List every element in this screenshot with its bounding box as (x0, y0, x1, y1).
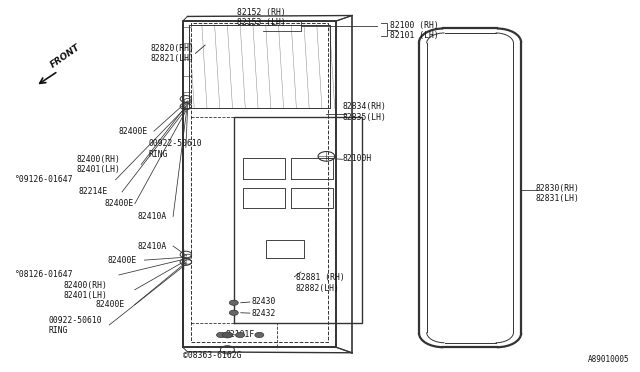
Text: 82100H: 82100H (342, 154, 372, 163)
Text: 82430: 82430 (251, 297, 275, 306)
Text: 82400(RH)
82401(LH): 82400(RH) 82401(LH) (63, 281, 107, 300)
Text: 00922-50610
RING: 00922-50610 RING (149, 139, 202, 158)
Text: 82100 (RH)
82101 (LH): 82100 (RH) 82101 (LH) (390, 20, 439, 40)
Text: 82830(RH)
82831(LH): 82830(RH) 82831(LH) (536, 184, 580, 203)
Circle shape (222, 332, 232, 338)
Text: ©08363-6162G: ©08363-6162G (182, 351, 241, 360)
Circle shape (229, 310, 238, 315)
Text: °09126-01647: °09126-01647 (15, 175, 73, 184)
Text: 82820(RH)
82821(LH): 82820(RH) 82821(LH) (151, 44, 195, 63)
Circle shape (229, 300, 238, 305)
Text: 82410A: 82410A (138, 241, 167, 250)
Text: 82410A: 82410A (138, 212, 167, 221)
Circle shape (216, 333, 225, 337)
Text: 82214E: 82214E (79, 187, 108, 196)
Circle shape (255, 333, 264, 337)
Text: 82834(RH)
82835(LH): 82834(RH) 82835(LH) (342, 102, 386, 122)
Circle shape (236, 333, 244, 337)
Text: °08126-01647: °08126-01647 (15, 270, 73, 279)
Text: 00922-50610
RING: 00922-50610 RING (49, 316, 102, 335)
Text: 82400E: 82400E (108, 256, 137, 264)
Text: 82432: 82432 (251, 309, 275, 318)
Text: 82400E: 82400E (119, 126, 148, 136)
Text: 82400(RH)
82401(LH): 82400(RH) 82401(LH) (76, 155, 120, 174)
Text: 82101F: 82101F (225, 330, 255, 340)
Text: A89010005: A89010005 (588, 355, 630, 364)
Text: 82400E: 82400E (95, 300, 124, 309)
Text: FRONT: FRONT (49, 42, 82, 69)
Text: 82881 (RH)
82882(LH): 82881 (RH) 82882(LH) (296, 273, 344, 293)
Text: 82400E: 82400E (104, 199, 133, 208)
Text: 82152 (RH)
82153 (LH): 82152 (RH) 82153 (LH) (237, 8, 285, 27)
